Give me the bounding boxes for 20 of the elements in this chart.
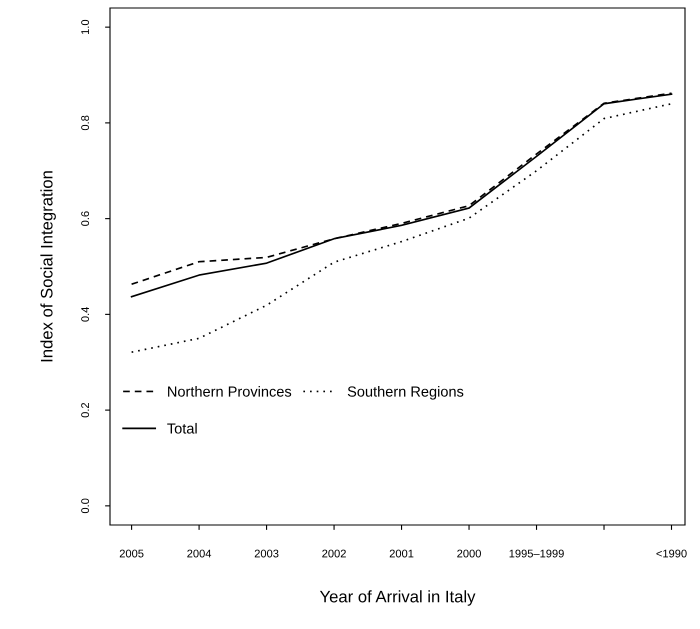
y-tick-label: 0.6 xyxy=(81,211,90,226)
x-tick-label: 2003 xyxy=(254,550,278,558)
line-series xyxy=(130,102,672,354)
y-axis-title: Index of Social Integration xyxy=(40,171,56,362)
legend-label: Southern Regions xyxy=(348,386,464,400)
x-tick-label: 2005 xyxy=(120,550,144,558)
y-tick-label: 0.0 xyxy=(81,498,90,514)
y-tick-label: 1.0 xyxy=(81,20,90,34)
x-tick-label: 2000 xyxy=(457,550,481,558)
legend-label: Total xyxy=(167,422,197,434)
x-tick-label: 2004 xyxy=(187,550,212,558)
y-tick-label: 0.8 xyxy=(81,116,90,130)
x-tick-label: <1990 xyxy=(656,550,687,558)
x-axis-title: Year of Arrival in Italy xyxy=(320,590,476,606)
x-tick-label: 1995–1999 xyxy=(510,550,564,558)
legend-label: Northern Provinces xyxy=(168,386,292,397)
x-tick-label: 2001 xyxy=(390,550,414,558)
y-tick-label: 0.4 xyxy=(81,306,90,322)
y-tick-label: 0.2 xyxy=(81,402,90,418)
x-tick-label: 2002 xyxy=(322,550,346,558)
